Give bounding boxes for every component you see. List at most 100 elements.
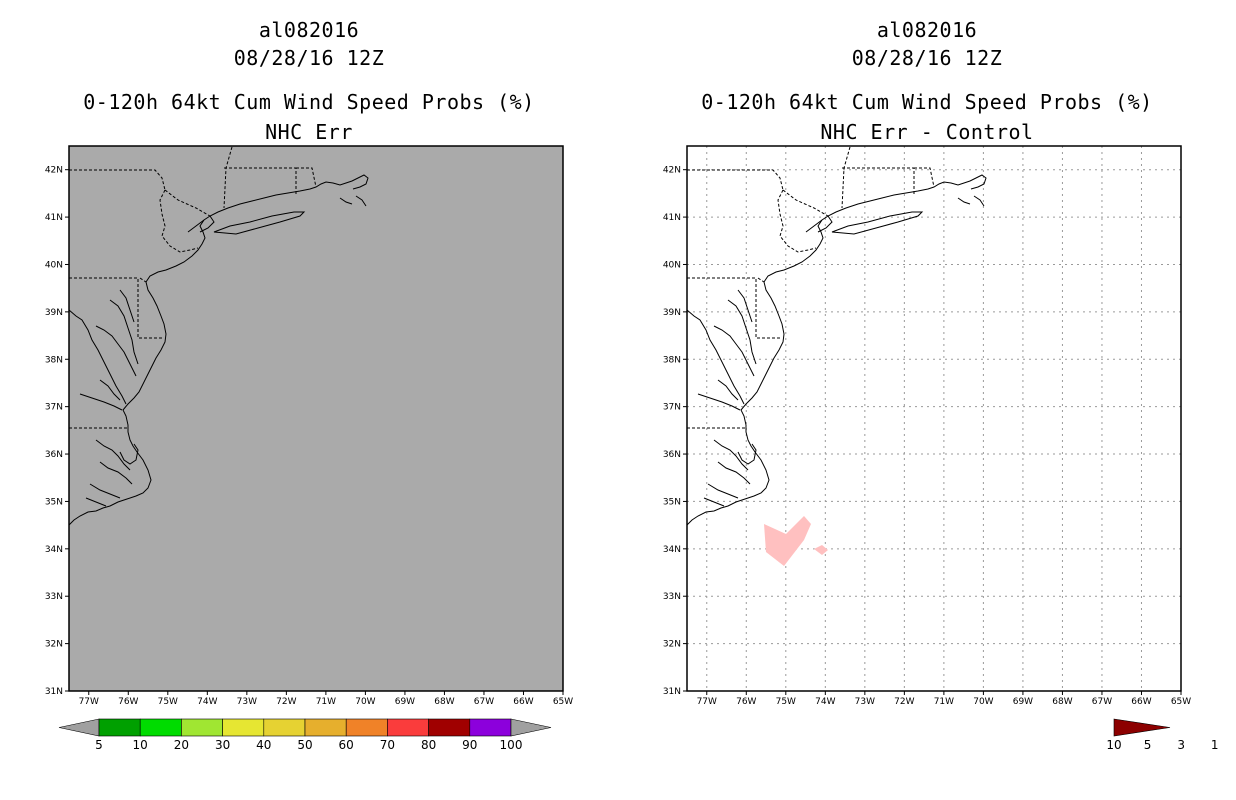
lat-label: 39N bbox=[663, 308, 681, 318]
estuary-line bbox=[119, 443, 139, 465]
colorbar-swatch bbox=[181, 718, 223, 737]
state-border bbox=[69, 169, 166, 191]
right-datetime: 08/28/16 12Z bbox=[851, 46, 1003, 70]
lon-label: 67W bbox=[1092, 697, 1112, 707]
colorbar-label: 40 bbox=[256, 738, 271, 752]
left-map: 42N 41N 40N 39N 38N 37N 36N 35N 34N 33N 32N 31N 77W 7… bbox=[45, 145, 573, 752]
lon-label: 70W bbox=[973, 697, 993, 707]
probability-difference-area bbox=[764, 516, 811, 566]
colorbar-label: 5 bbox=[95, 738, 103, 752]
colorbar-low-triangle bbox=[58, 718, 100, 737]
colorbar-label: 1 bbox=[1211, 738, 1219, 752]
lat-label: 35N bbox=[663, 497, 681, 507]
lon-label: 65W bbox=[553, 697, 573, 707]
colorbar-label: 80 bbox=[421, 738, 436, 752]
right-map-background bbox=[687, 146, 1181, 691]
left-map-frame bbox=[68, 145, 564, 692]
right-map-frame bbox=[686, 145, 1182, 692]
estuary-line bbox=[355, 195, 367, 207]
lon-label: 76W bbox=[736, 697, 756, 707]
estuary-line bbox=[339, 197, 353, 205]
lat-label: 37N bbox=[663, 403, 681, 413]
colorbar-swatch bbox=[98, 718, 141, 737]
lat-label: 33N bbox=[45, 592, 63, 602]
colorbar-swatch bbox=[345, 718, 388, 737]
lon-label: 77W bbox=[79, 697, 99, 707]
colorbar-swatch bbox=[304, 718, 347, 737]
lat-label: 39N bbox=[45, 308, 63, 318]
estuary-line bbox=[713, 325, 755, 377]
colorbar-label: 30 bbox=[215, 738, 230, 752]
estuary-line bbox=[99, 379, 121, 401]
state-border bbox=[777, 189, 817, 253]
estuary-line bbox=[707, 483, 739, 499]
lon-label: 67W bbox=[474, 697, 494, 707]
lon-label: 70W bbox=[355, 697, 375, 707]
lon-label: 65W bbox=[1171, 697, 1191, 707]
colorbar-swatch bbox=[469, 718, 512, 737]
estuary-line bbox=[89, 483, 121, 499]
lon-label: 66W bbox=[513, 697, 533, 707]
estuary-line bbox=[79, 393, 123, 411]
right-product-title: 0-120h 64kt Cum Wind Speed Probs (%) bbox=[701, 90, 1153, 114]
state-border bbox=[159, 189, 199, 253]
left-subtitle: NHC Err bbox=[265, 120, 353, 144]
lon-label: 72W bbox=[894, 697, 914, 707]
lon-label: 71W bbox=[316, 697, 336, 707]
lat-label: 42N bbox=[45, 166, 63, 176]
long-island bbox=[831, 211, 924, 235]
estuary-line bbox=[119, 289, 135, 323]
lat-label: 41N bbox=[45, 213, 63, 223]
colorbar-swatch bbox=[387, 718, 429, 737]
left-product-title: 0-120h 64kt Cum Wind Speed Probs (%) bbox=[83, 90, 535, 114]
lat-label: 32N bbox=[45, 640, 63, 650]
estuary-line bbox=[713, 439, 749, 471]
estuary-line bbox=[199, 215, 215, 233]
colorbar-label: 60 bbox=[339, 738, 354, 752]
state-border bbox=[687, 277, 782, 339]
estuary-line bbox=[727, 299, 757, 365]
lon-label: 74W bbox=[815, 697, 835, 707]
colorbar-label: 70 bbox=[380, 738, 395, 752]
estuary-line bbox=[717, 379, 739, 401]
colorbar-label: 10 bbox=[1106, 738, 1121, 752]
lat-label: 36N bbox=[663, 450, 681, 460]
estuary-line bbox=[95, 439, 131, 471]
lat-label: 31N bbox=[45, 687, 63, 697]
lon-label: 71W bbox=[934, 697, 954, 707]
estuary-line bbox=[686, 309, 745, 405]
colorbar-swatch bbox=[222, 718, 265, 737]
state-border bbox=[164, 189, 211, 217]
lat-label: 32N bbox=[663, 640, 681, 650]
colorbar-label: 3 bbox=[1177, 738, 1185, 752]
estuary-line bbox=[805, 219, 823, 233]
lon-label: 72W bbox=[276, 697, 296, 707]
lon-label: 73W bbox=[855, 697, 875, 707]
lon-label: 74W bbox=[197, 697, 217, 707]
estuary-line bbox=[68, 309, 127, 405]
lat-label: 38N bbox=[45, 355, 63, 365]
lat-label: 40N bbox=[45, 260, 63, 270]
lat-label: 31N bbox=[663, 687, 681, 697]
lon-label: 73W bbox=[237, 697, 257, 707]
lon-label: 68W bbox=[1052, 697, 1072, 707]
state-border bbox=[757, 277, 765, 283]
right-storm-id: al082016 bbox=[876, 18, 978, 42]
lat-label: 40N bbox=[663, 260, 681, 270]
colorbar-label: 50 bbox=[297, 738, 312, 752]
colorbar-high-triangle bbox=[510, 718, 552, 737]
lon-label: 77W bbox=[697, 697, 717, 707]
estuary-line bbox=[973, 195, 985, 207]
estuary-line bbox=[957, 197, 971, 205]
estuary-line bbox=[717, 461, 751, 485]
estuary-line bbox=[697, 393, 741, 411]
lat-label: 34N bbox=[663, 545, 681, 555]
left-storm-id: al082016 bbox=[258, 18, 360, 42]
right-map: 42N 41N 40N 39N 38N 37N 36N 35N 34N 33N 32N 31N 77W 7… bbox=[663, 145, 1219, 752]
lon-label: 76W bbox=[118, 697, 138, 707]
estuary-line bbox=[95, 325, 137, 377]
lat-label: 36N bbox=[45, 450, 63, 460]
lat-label: 37N bbox=[45, 403, 63, 413]
colorbar-swatch bbox=[428, 718, 471, 737]
left-panel: al082016 08/28/16 12Z 0-120h 64kt Cum Wi… bbox=[45, 18, 573, 752]
